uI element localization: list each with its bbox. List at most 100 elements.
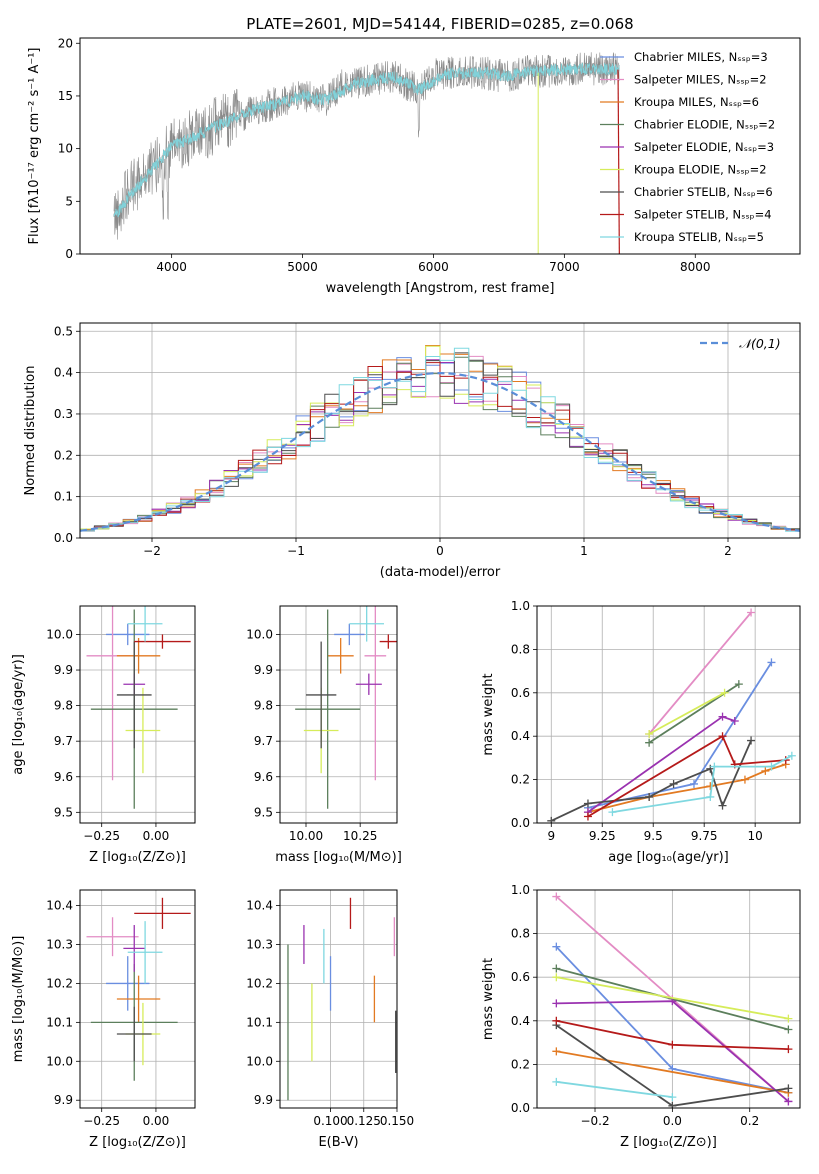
axes-frame-weight_vs_Z — [536, 889, 801, 1109]
mass-weight-marker — [668, 1093, 677, 1102]
mass-weight-line — [556, 976, 789, 1020]
tick-label-y-age_vs_mass: 9.7 — [254, 734, 273, 748]
axes-frame-mass_vs_Z — [79, 889, 196, 1109]
tick-label-x-spectrum: 5000 — [287, 260, 318, 274]
mass-weight-marker — [668, 1101, 677, 1108]
model-spectrum-line — [113, 61, 620, 218]
mass-weight-line — [648, 611, 752, 735]
mass-weight-marker — [718, 801, 727, 810]
mass-weight-marker — [669, 779, 678, 788]
axes-frame-age_vs_Z — [79, 605, 196, 824]
mass-weight-marker — [787, 751, 796, 760]
tick-label-x-spectrum: 4000 — [156, 260, 187, 274]
tick-label-y-residuals: 0.2 — [54, 448, 73, 462]
mass-weight-line — [587, 734, 786, 818]
mass-weight-marker — [608, 808, 617, 817]
axes-frame-residuals — [79, 322, 801, 539]
mass-weight-marker — [689, 779, 698, 788]
tick-label-y-residuals: 0.4 — [54, 366, 73, 380]
mass-weight-marker — [767, 762, 776, 771]
tick-label-y-residuals: 0.5 — [54, 324, 73, 338]
xlabel-residuals: (data-model)/error — [380, 565, 501, 580]
tick-label-x-mass_vs_Z: −0.25 — [83, 1114, 120, 1128]
mass-weight-line — [587, 763, 786, 813]
tick-label-y-spectrum: 5 — [65, 194, 73, 208]
tick-label-x-age_vs_mass: 10.00 — [289, 829, 323, 843]
panel-mass_vs_Z: −0.25 0.00 9.9 10.0 10.1 10.2 10.3 10.4 Z [log₁₀… — [11, 889, 196, 1150]
tick-label-y-age_vs_Z: 10.0 — [46, 627, 73, 641]
axes-frame-mass_vs_ebv — [279, 889, 398, 1109]
mass-weight-marker — [668, 1040, 677, 1049]
tick-label-y-age_vs_mass: 9.5 — [254, 805, 273, 819]
mass-weight-line — [587, 715, 736, 813]
tick-label-y-age_vs_Z: 9.8 — [54, 699, 73, 713]
ylabel-weight_vs_Z: mass weight — [481, 958, 496, 1040]
legend-label-spectrum: Kroupa STELIB, Nₛₛₚ=5 — [634, 230, 764, 244]
gaussian-reference-curve — [80, 371, 800, 532]
mass-weight-marker — [720, 688, 729, 697]
tick-label-x-mass_vs_Z: 0.00 — [143, 1114, 170, 1128]
mass-weight-marker — [645, 730, 654, 739]
mass-weight-marker — [583, 799, 592, 808]
tick-label-x-residuals: −2 — [143, 544, 161, 558]
xlabel-weight_vs_Z: Z [log₁₀(Z/Z⊙)] — [620, 1135, 717, 1150]
tick-label-x-spectrum: 6000 — [418, 260, 449, 274]
tick-label-y-mass_vs_Z: 10.3 — [46, 938, 73, 952]
tick-label-y-mass_vs_Z: 10.0 — [46, 1054, 73, 1068]
mass-weight-marker — [767, 658, 776, 667]
tick-label-x-age_vs_Z: −0.25 — [83, 829, 120, 843]
tick-label-x-weight_vs_age: 9 — [547, 829, 555, 843]
mass-weight-marker — [552, 1016, 561, 1025]
tick-label-y-residuals: 0.0 — [54, 531, 73, 545]
mass-weight-marker — [740, 775, 749, 784]
plot-area-weight_vs_Z — [537, 890, 800, 1108]
tick-label-y-residuals: 0.3 — [54, 407, 73, 421]
mass-weight-marker — [730, 717, 739, 726]
mass-weight-line — [556, 1050, 789, 1094]
mass-weight-marker — [552, 1047, 561, 1056]
tick-label-y-weight_vs_Z: 0.4 — [511, 1014, 530, 1028]
mass-weight-marker — [784, 1014, 793, 1023]
tick-label-y-mass_vs_ebv: 10.4 — [246, 899, 273, 913]
xlabel-mass_vs_ebv: E(B-V) — [318, 1135, 358, 1150]
axes-frame-weight_vs_age — [536, 605, 801, 824]
mass-weight-marker — [784, 1097, 793, 1106]
model-drop-line — [617, 69, 620, 254]
legend-label-spectrum: Chabrier STELIB, Nₛₛₚ=6 — [634, 185, 773, 199]
xlabel-mass_vs_Z: Z [log₁₀(Z/Z⊙)] — [89, 1135, 186, 1150]
tick-label-y-weight_vs_Z: 0.0 — [511, 1101, 530, 1115]
mass-weight-marker — [552, 964, 561, 973]
xlabel-age_vs_Z: Z [log₁₀(Z/Z⊙)] — [89, 850, 186, 865]
tick-label-x-weight_vs_Z: −0.2 — [580, 1114, 609, 1128]
xlabel-weight_vs_age: age [log₁₀(age/yr)] — [608, 850, 729, 865]
tick-label-x-age_vs_Z: 0.00 — [143, 829, 170, 843]
plot-area-mass_vs_Z — [80, 890, 195, 1108]
mass-weight-marker — [547, 816, 556, 823]
ylabel-residuals: Normed distribution — [23, 366, 38, 496]
tick-label-x-residuals: −1 — [287, 544, 305, 558]
tick-label-y-mass_vs_Z: 10.1 — [46, 1015, 73, 1029]
tick-label-x-age_vs_mass: 10.25 — [343, 829, 377, 843]
mass-weight-marker — [552, 973, 561, 982]
mass-weight-marker — [761, 766, 770, 775]
mass-weight-line — [550, 740, 752, 822]
tick-label-y-age_vs_Z: 9.5 — [54, 805, 73, 819]
tick-label-x-residuals: 2 — [724, 544, 732, 558]
plot-area-spectrum — [113, 52, 620, 254]
mass-weight-marker — [552, 999, 561, 1008]
tick-label-x-mass_vs_ebv: 0.125 — [347, 1114, 381, 1128]
tick-label-y-weight_vs_age: 0.2 — [511, 773, 530, 787]
mass-weight-marker — [718, 732, 727, 741]
tick-label-y-age_vs_mass: 9.6 — [254, 770, 273, 784]
tick-label-y-age_vs_mass: 9.9 — [254, 663, 273, 677]
tick-label-y-mass_vs_ebv: 10.0 — [246, 1054, 273, 1068]
mass-weight-marker — [583, 812, 592, 821]
tick-label-y-age_vs_Z: 9.9 — [54, 663, 73, 677]
tick-label-y-weight_vs_Z: 0.2 — [511, 1057, 530, 1071]
mass-weight-line — [648, 692, 726, 735]
tick-label-y-spectrum: 0 — [65, 247, 73, 261]
tick-label-x-spectrum: 7000 — [549, 260, 580, 274]
tick-label-y-age_vs_Z: 9.7 — [54, 734, 73, 748]
